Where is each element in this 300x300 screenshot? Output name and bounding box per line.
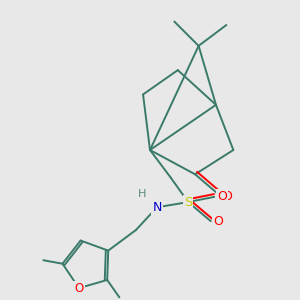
Text: O: O — [217, 190, 227, 203]
Text: O: O — [74, 282, 84, 295]
Text: O: O — [214, 215, 223, 228]
Text: S: S — [184, 196, 192, 208]
Text: H: H — [138, 189, 146, 199]
Text: N: N — [152, 201, 162, 214]
Text: O: O — [222, 190, 232, 203]
